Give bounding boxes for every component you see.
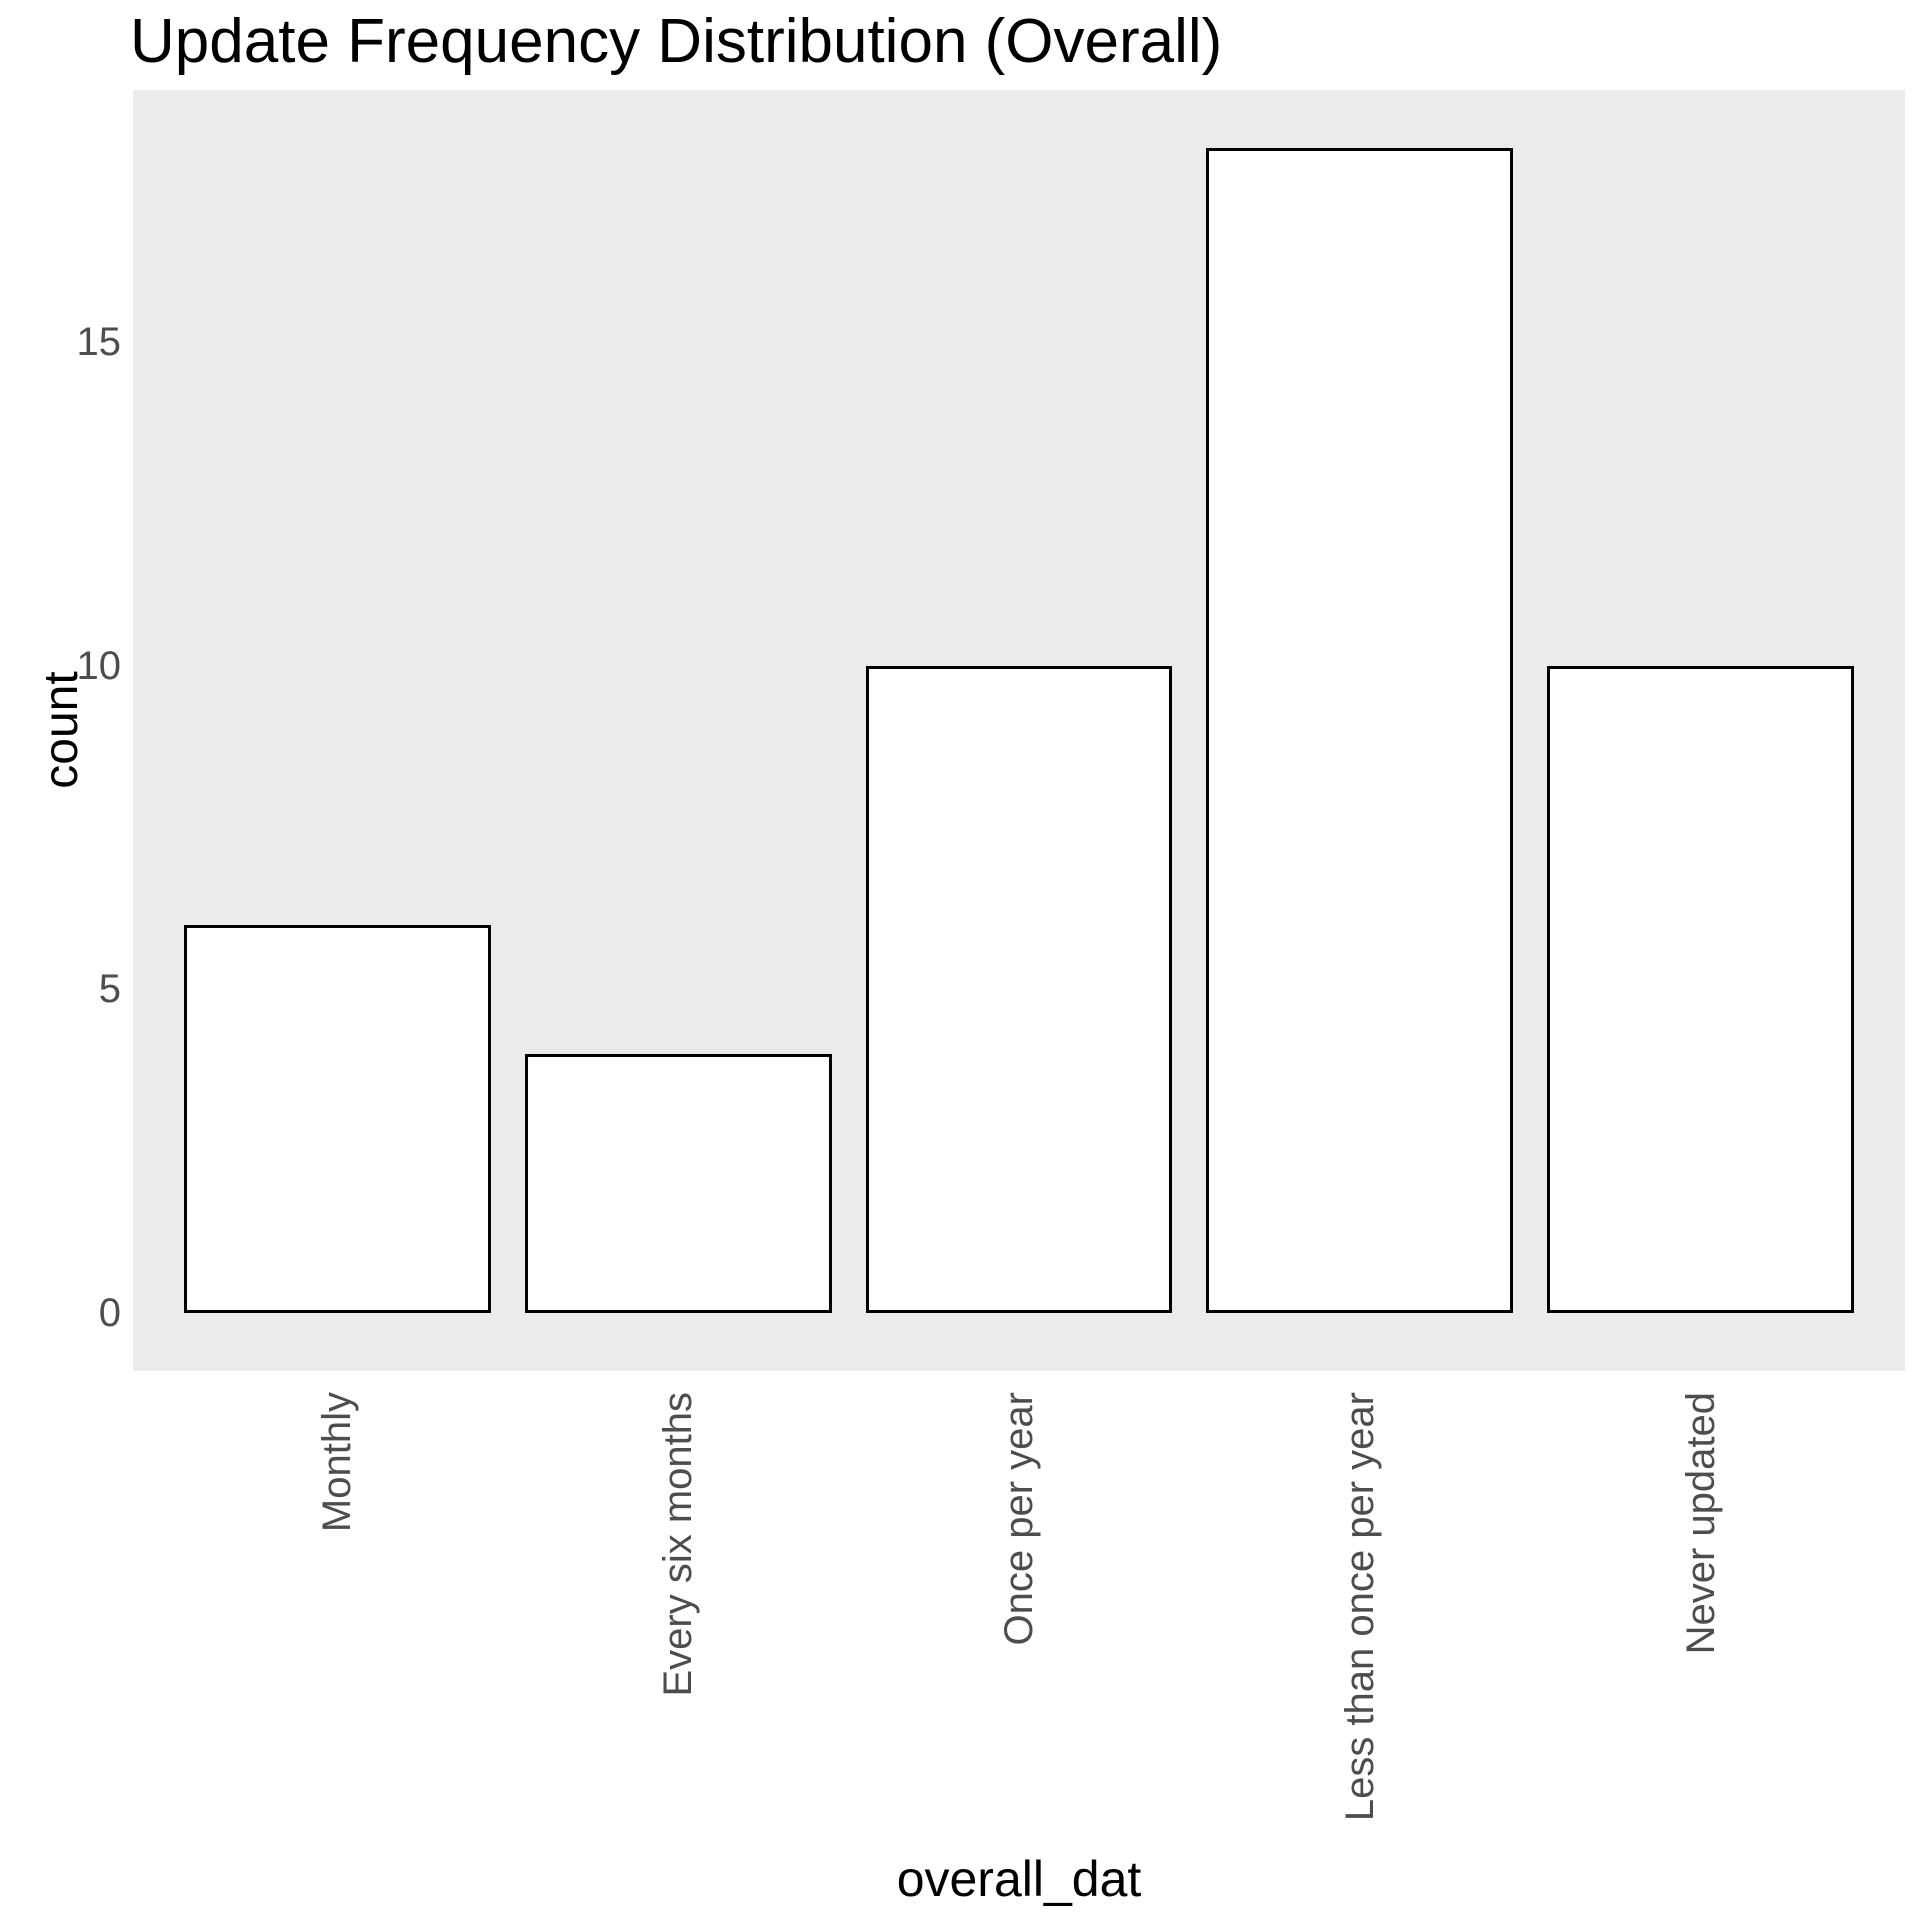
y-tick-label: 10 [76,643,122,688]
bar [865,665,1173,1313]
plot-title: Update Frequency Distribution (Overall) [130,7,1223,76]
x-tick-label-text: Every six months [656,1392,701,1697]
y-tick-label: 0 [98,1291,121,1335]
grid-minor-h [0,2,1772,4]
x-tick-label-text: Monthly [315,1392,360,1533]
grid-minor-v [0,8,2,1289]
y-tick-label: 15 [76,320,122,365]
grid-minor-h [0,0,1772,2]
x-tick-label-text: Never updated [1678,1392,1723,1655]
grid-minor-h [0,6,1772,8]
bar [1206,148,1514,1313]
x-axis-title: overall_dat [896,1851,1142,1907]
y-tick-label: 5 [98,967,121,1012]
x-tick-label-text: Less than once per year [1337,1392,1382,1822]
x-tick-label-text: Once per year [997,1392,1041,1646]
bar [184,924,491,1313]
bar [524,1054,832,1313]
grid-minor-v [0,1289,2,1920]
grid-minor-h [0,4,1772,6]
bar [1547,665,1854,1313]
